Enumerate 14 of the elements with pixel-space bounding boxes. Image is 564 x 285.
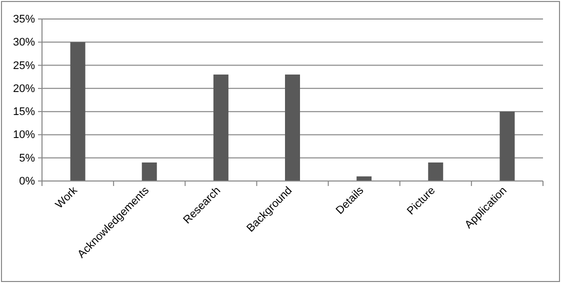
bar [285,74,300,181]
bar [500,112,515,181]
y-tick-label: 5% [19,152,36,164]
y-tick-label: 15% [12,106,36,118]
bar [142,162,157,181]
y-tick-label: 35% [12,14,36,26]
bar [428,162,444,181]
y-tick-label: 20% [12,82,36,95]
y-tick-label: 30% [12,36,36,49]
bar [70,42,86,181]
y-tick-label: 10% [12,129,36,142]
y-tick-label: 25% [12,60,36,72]
bar [213,74,228,181]
y-tick-label: 0% [19,176,36,188]
